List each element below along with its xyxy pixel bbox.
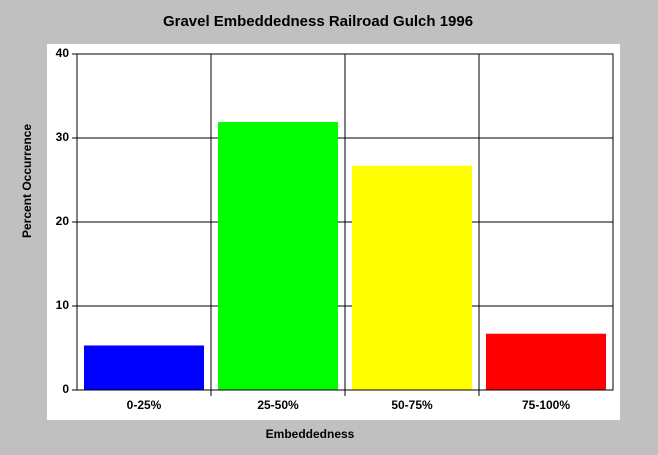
bar — [352, 165, 472, 390]
bar — [218, 122, 338, 390]
x-tick-label: 25-50% — [257, 398, 299, 412]
x-tick-label: 75-100% — [522, 398, 570, 412]
chart-title: Gravel Embeddedness Railroad Gulch 1996 — [163, 13, 473, 30]
y-tick-label: 30 — [56, 130, 70, 144]
bar — [486, 333, 606, 390]
plot-frame — [76, 53, 614, 391]
y-tick-label: 0 — [62, 382, 69, 396]
y-tick-label: 40 — [56, 46, 70, 60]
x-axis-label: Embeddedness — [266, 427, 355, 441]
y-tick-label: 20 — [56, 214, 70, 228]
y-tick-label: 10 — [56, 298, 70, 312]
bar — [84, 345, 204, 390]
x-tick-label: 0-25% — [127, 398, 162, 412]
y-axis-label: Percent Occurrence — [20, 124, 34, 238]
x-tick-label: 50-75% — [391, 398, 433, 412]
